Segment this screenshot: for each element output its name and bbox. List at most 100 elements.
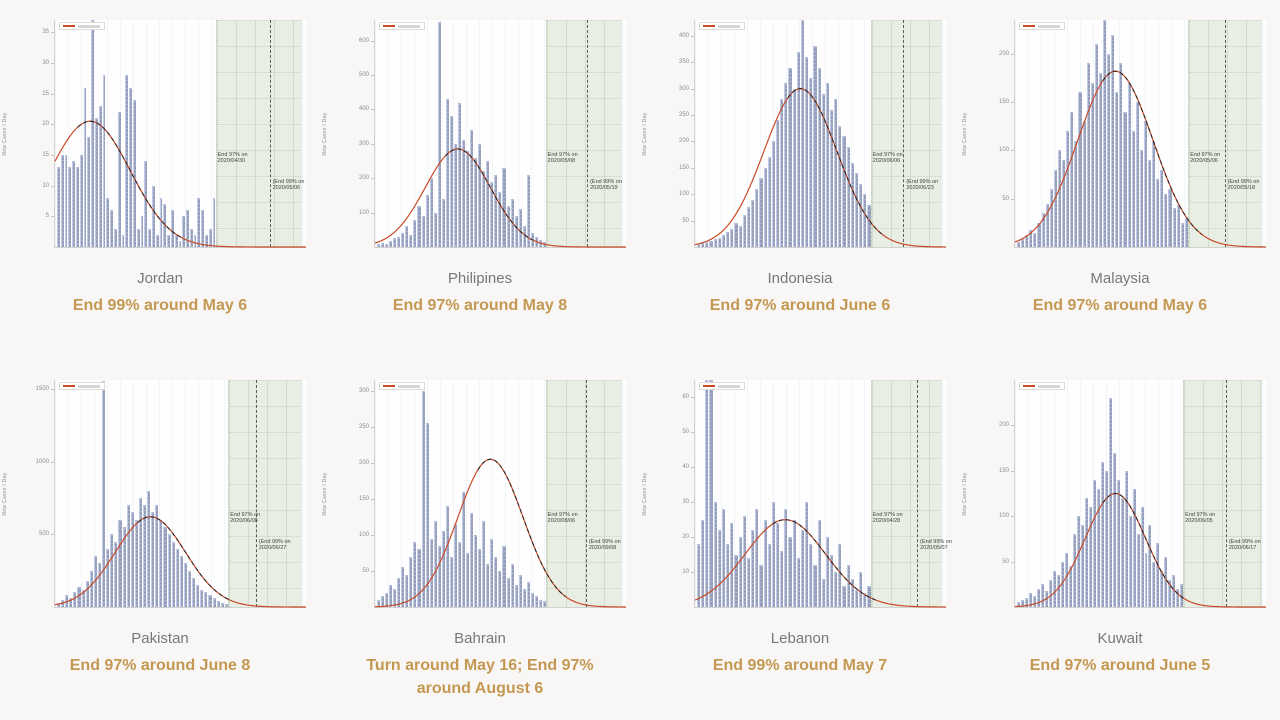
y-tick-label: 200 xyxy=(358,175,375,182)
plot-area: 100 200 300 400 500 600 End 97% on 2020/05/08… xyxy=(359,20,626,248)
plot-wrap: New Cases / Day 5 10 15 20 25 30 35 End 97% on… xyxy=(0,12,320,256)
y-axis-ticks: 50 100 150 200 250 300 350 400 xyxy=(659,20,695,247)
bar xyxy=(441,531,445,607)
bar xyxy=(1084,498,1088,607)
plot-wrap: New Cases / Day 10 20 30 40 50 60 End 97% on … xyxy=(640,372,960,616)
end99-annotation: (End 99% on 2020/05/07 xyxy=(920,539,952,552)
bar xyxy=(796,51,800,247)
bar xyxy=(813,46,817,247)
bar xyxy=(705,380,709,607)
y-axis-label: New Cases / Day xyxy=(2,112,8,156)
y-tick-label: 400 xyxy=(358,106,375,113)
bar xyxy=(220,602,224,607)
bar xyxy=(138,497,142,607)
bars xyxy=(375,20,546,247)
bar xyxy=(69,598,73,607)
bar xyxy=(457,102,461,247)
bar xyxy=(417,549,421,607)
bar xyxy=(1107,53,1111,247)
bar xyxy=(1131,131,1135,247)
bar xyxy=(208,595,212,607)
end99-annotation: (End 99% on 2020/05/18 xyxy=(1228,179,1260,192)
end99-label: (End 99% on xyxy=(272,178,305,185)
end97-annotation: End 97% on 2020/08/06 xyxy=(548,512,578,525)
bar xyxy=(1132,488,1136,607)
plot-wrap: New Cases / Day 50 100 150 200 250 300 350 400 … xyxy=(640,12,960,256)
y-tick-label: 200 xyxy=(358,459,375,466)
end99-dashed-line xyxy=(917,380,919,607)
bar xyxy=(792,519,796,607)
end97-label: End 97% on xyxy=(230,511,261,518)
bar xyxy=(1048,579,1052,607)
bar xyxy=(751,530,755,607)
bar xyxy=(470,130,474,247)
bar xyxy=(701,519,705,607)
bar xyxy=(780,99,784,247)
end99-dashed-line xyxy=(587,20,589,247)
bar xyxy=(122,526,126,607)
bar xyxy=(809,544,813,607)
y-tick-label: 150 xyxy=(358,495,375,502)
y-tick-label: 30 xyxy=(42,59,54,66)
bar xyxy=(1116,479,1120,607)
y-axis-ticks: 50 100 150 200 xyxy=(979,20,1015,247)
bar xyxy=(800,20,805,247)
bar xyxy=(746,207,751,247)
bar xyxy=(106,548,110,607)
fit-curve-path xyxy=(695,89,946,247)
bar xyxy=(821,93,825,247)
bar xyxy=(709,380,713,607)
bar xyxy=(1086,63,1090,247)
bar xyxy=(1064,552,1068,607)
bar xyxy=(425,195,429,247)
bar xyxy=(842,136,846,247)
bar xyxy=(854,589,859,607)
bar xyxy=(216,601,220,607)
bar xyxy=(788,537,792,607)
bar xyxy=(738,537,742,607)
country-name: Pakistan xyxy=(131,630,189,647)
fit-curve xyxy=(55,20,306,247)
fit-curve xyxy=(55,380,306,607)
bar xyxy=(189,228,193,247)
bar xyxy=(163,204,167,247)
bar xyxy=(1164,557,1168,607)
fit-curve-dashed-path xyxy=(445,149,533,240)
bar xyxy=(1057,150,1062,247)
bar xyxy=(175,548,179,607)
bar xyxy=(759,178,763,247)
bar xyxy=(212,598,216,607)
bar xyxy=(385,592,389,607)
fit-curve-path xyxy=(55,517,306,607)
y-axis-ticks: 50 100 150 200 xyxy=(979,380,1015,607)
bar xyxy=(445,506,449,607)
end99-label: (End 99% on xyxy=(258,538,291,545)
projection-band xyxy=(1188,20,1263,247)
bar xyxy=(850,162,854,247)
bar xyxy=(846,565,850,607)
country-name: Bahrain xyxy=(454,630,506,647)
legend xyxy=(699,382,745,390)
bar xyxy=(1090,82,1094,247)
end99-annotation: (End 99% on 2020/06/23 xyxy=(906,179,938,192)
y-tick-label: 350 xyxy=(678,59,695,66)
bar xyxy=(1017,602,1020,607)
end99-dashed-line xyxy=(903,20,905,247)
bar xyxy=(397,236,401,247)
bars xyxy=(1015,380,1184,607)
bar xyxy=(409,234,413,247)
end99-annotation: (End 99% on 2020/05/19 xyxy=(590,179,622,192)
bar xyxy=(417,205,421,247)
bar xyxy=(1104,470,1108,607)
legend-line-swatch xyxy=(383,25,395,27)
bar xyxy=(113,228,117,247)
bar xyxy=(97,563,102,607)
bar xyxy=(1102,20,1107,247)
bar xyxy=(136,228,140,247)
y-tick-label: 20 xyxy=(42,121,54,128)
bar xyxy=(1036,588,1040,607)
bar xyxy=(730,523,734,607)
end99-date: 2020/05/19 xyxy=(590,185,618,192)
bar xyxy=(155,234,159,247)
bar xyxy=(94,118,98,247)
